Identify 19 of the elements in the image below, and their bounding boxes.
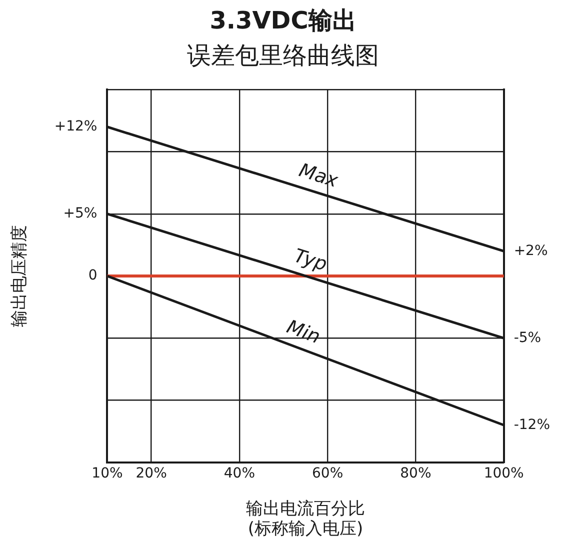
x-tick-label: 80% [400, 465, 432, 482]
x-tick-label: 40% [224, 465, 256, 482]
chart-title: 3.3VDC输出 [210, 6, 356, 35]
y-tick-label: +5% [63, 206, 98, 222]
y-axis-title: 输出电压精度 [10, 225, 30, 327]
x-tick-label: 20% [136, 465, 167, 482]
text: Typ [291, 244, 330, 276]
y-tick-label: 0 [88, 268, 98, 284]
y2-tick-label: +2% [514, 242, 548, 259]
x-axis-title: 输出电流百分比 (标称输入电压) [246, 498, 366, 540]
x-tick-label: 100% [484, 465, 524, 482]
x-tick-label: 10% [92, 465, 123, 482]
y2-tick-label: -12% [514, 416, 550, 433]
x-tick-label: 60% [312, 465, 344, 482]
text: Min [284, 316, 324, 348]
y-tick-label: +12% [54, 118, 98, 135]
chart-subtitle: 误差包里络曲线图 [187, 41, 379, 70]
y2-tick-label: -5% [514, 330, 542, 346]
text: Max [296, 159, 342, 192]
